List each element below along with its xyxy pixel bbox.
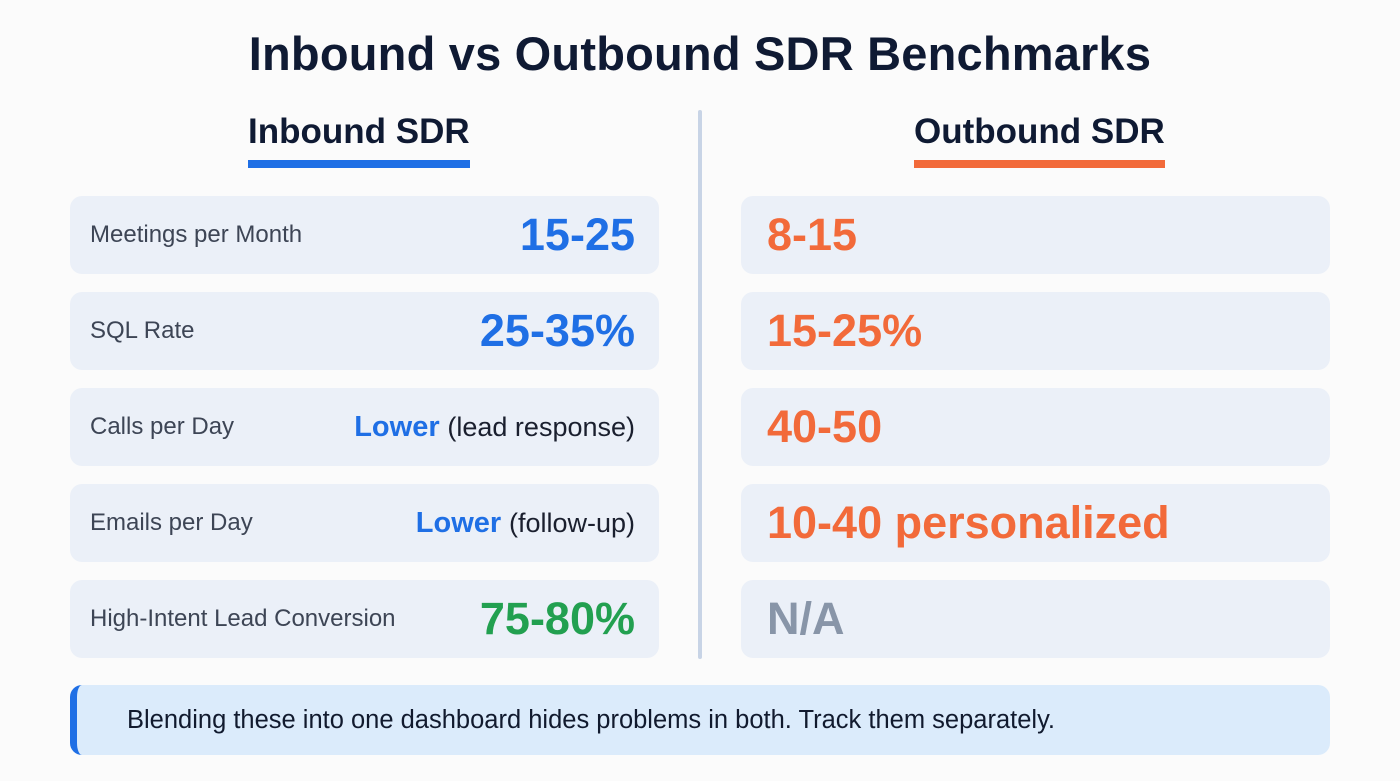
callout-note: Blending these into one dashboard hides … [70,685,1330,755]
inbound-value: 15-25 [519,209,635,260]
inbound-card-emails: Emails per Day Lower (follow-up) [70,484,659,562]
inbound-value-strong: Lower [354,410,440,443]
inbound-value-note: (follow-up) [508,507,635,538]
inbound-header-label: Inbound SDR [248,112,470,151]
outbound-value: 8-15 [767,209,858,260]
callout-text: Blending these into one dashboard hides … [127,705,1056,734]
metric-label: High-Intent Lead Conversion [90,605,396,632]
inbound-value: Lower (follow-up) [416,507,635,540]
outbound-value: N/A [767,593,845,644]
inbound-card-conversion: High-Intent Lead Conversion 75-80% [70,580,659,658]
metric-label: Emails per Day [90,509,253,536]
outbound-card-calls: 40-50 [741,388,1330,466]
inbound-card-sql-rate: SQL Rate 25-35% [70,292,659,370]
inbound-value-note: (lead response) [447,411,635,442]
metric-label: SQL Rate [90,317,195,344]
outbound-header-underline [914,160,1165,168]
outbound-value: 15-25% [767,305,923,356]
metric-label: Calls per Day [90,413,235,440]
outbound-value: 40-50 [767,401,883,452]
page-title: Inbound vs Outbound SDR Benchmarks [248,27,1152,80]
metric-label: Meetings per Month [90,221,303,248]
inbound-header-underline [248,160,470,168]
inbound-value: 75-80% [479,593,635,644]
outbound-card-meetings: 8-15 [741,196,1330,274]
inbound-card-meetings: Meetings per Month 15-25 [70,196,659,274]
inbound-value: Lower (lead response) [354,411,635,444]
column-divider [698,110,702,659]
outbound-card-emails: 10-40 personalized [741,484,1330,562]
outbound-card-sql-rate: 15-25% [741,292,1330,370]
outbound-card-conversion: N/A [741,580,1330,658]
outbound-header-label: Outbound SDR [914,112,1165,151]
inbound-card-calls: Calls per Day Lower (lead response) [70,388,659,466]
inbound-value-strong: Lower [415,506,502,539]
inbound-value: 25-35% [479,305,635,356]
outbound-value: 10-40 personalized [767,497,1170,548]
inbound-column-header: Inbound SDR [248,112,470,168]
outbound-column-header: Outbound SDR [914,112,1165,168]
